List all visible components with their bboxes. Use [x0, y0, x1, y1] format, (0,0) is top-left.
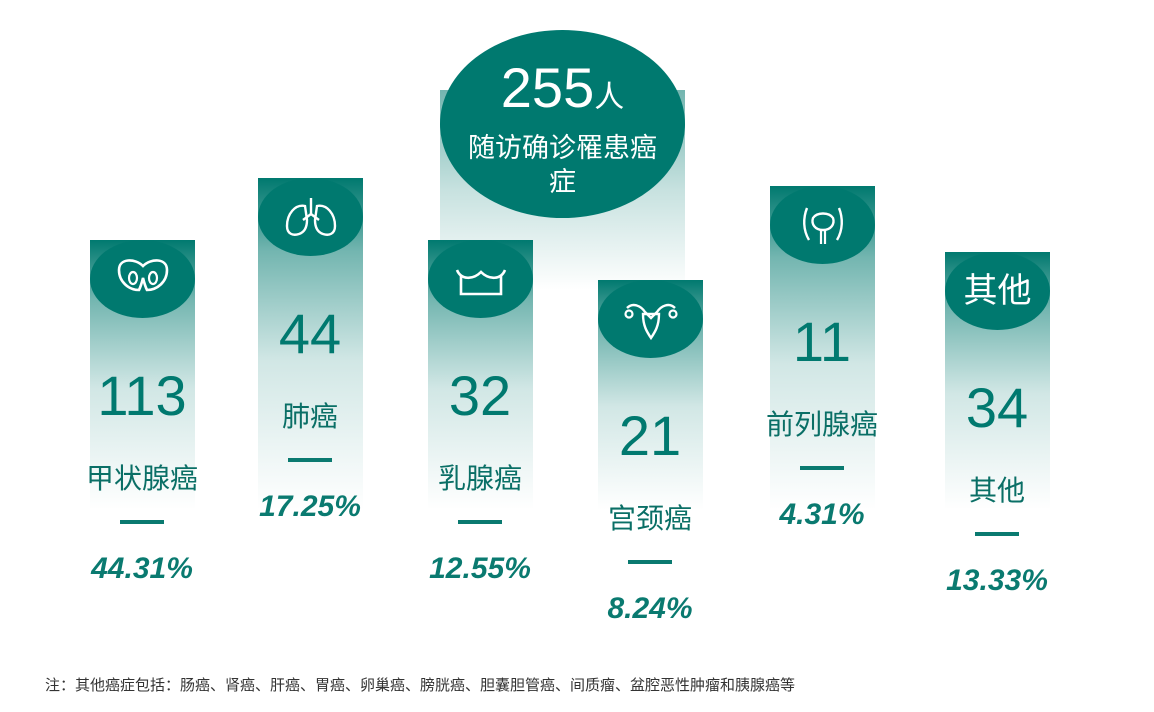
count-value: 44: [278, 302, 342, 365]
bar-cap: 其他: [945, 252, 1050, 330]
divider-dash: [458, 520, 502, 524]
total-badge: 255人 随访确诊罹患癌症: [440, 30, 685, 218]
prostate-icon: [802, 207, 843, 244]
count-value: 34: [965, 376, 1029, 439]
bar-cap: [428, 240, 533, 318]
count-value: 32: [448, 364, 512, 427]
bar-cap: [598, 280, 703, 358]
count-value: 113: [97, 364, 187, 427]
count-value: 11: [792, 310, 852, 373]
cap-label: 其他: [963, 271, 1032, 311]
count-value: 21: [618, 404, 682, 467]
category-label: 前列腺癌: [765, 408, 878, 441]
category-label: 甲状腺癌: [85, 462, 198, 495]
divider-dash: [800, 466, 844, 470]
bar-cap: [258, 178, 363, 256]
category-label: 其他: [968, 474, 1025, 507]
divider-dash: [628, 560, 672, 564]
percent-value: 13.33%: [946, 564, 1048, 597]
divider-dash: [120, 520, 164, 524]
bar-cap: [770, 186, 875, 264]
category-label: 宫颈癌: [607, 502, 692, 535]
percent-value: 8.24%: [607, 592, 693, 625]
footnote: 注：其他癌症包括：肠癌、肾癌、肝癌、胃癌、卵巢癌、膀胱癌、胆囊胆管癌、间质瘤、盆…: [45, 676, 796, 694]
total-unit: 人: [594, 80, 625, 115]
thyroid-icon: [117, 259, 168, 292]
percent-value: 17.25%: [259, 490, 361, 523]
percent-value: 4.31%: [779, 498, 865, 531]
divider-dash: [975, 532, 1019, 536]
percent-value: 12.55%: [429, 552, 531, 585]
total-value: 255: [500, 56, 595, 119]
divider-dash: [288, 458, 332, 462]
uterus-icon: [623, 303, 678, 341]
category-label: 肺癌: [281, 400, 338, 433]
total-number: 255人: [440, 60, 685, 116]
total-caption: 随访确诊罹患癌症: [468, 133, 657, 198]
breast-icon: [455, 269, 506, 296]
lung-icon: [285, 198, 336, 236]
percent-value: 44.31%: [91, 552, 193, 585]
bar-cap: [90, 240, 195, 318]
category-label: 乳腺癌: [437, 462, 522, 495]
